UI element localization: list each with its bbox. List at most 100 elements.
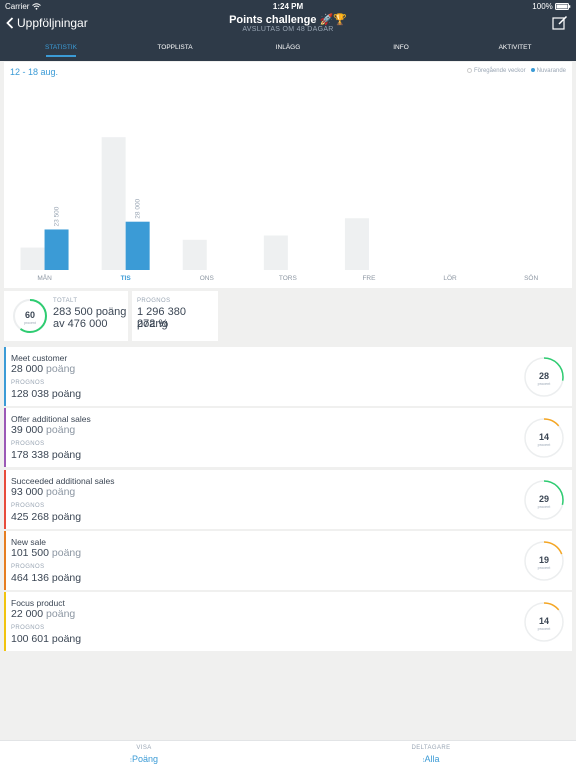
total-value: 283 500 poäng: [53, 306, 127, 318]
metric-value: 28 000 poäng: [11, 363, 76, 375]
metric-percent-label: procent: [538, 382, 552, 386]
tab-topplista[interactable]: TOPPLISTA: [157, 44, 193, 51]
metric-card-meet-customer[interactable]: Meet customer 28 000 poäng PROGNOS 128 0…: [4, 347, 572, 406]
total-percent-label: procent: [24, 321, 36, 325]
legend-dot-previous: [466, 68, 472, 73]
active-tab-indicator: [46, 55, 76, 57]
metric-prognos-value: 100 601 poäng: [11, 633, 82, 645]
nav-header: Carrier 1:24 PM 100% Uppföljningar Point…: [0, 0, 576, 61]
metric-percent-value: 14: [539, 616, 549, 626]
metric-name: Focus product: [11, 598, 65, 608]
ring-progress: [524, 602, 564, 642]
chart-legend: Föregående veckor Nuvarande: [466, 68, 566, 74]
tab-statistik[interactable]: STATISTIK: [45, 44, 77, 51]
ring-progress: [524, 541, 564, 581]
ring-progress: [13, 299, 47, 333]
metric-percent-label: procent: [538, 627, 552, 631]
metric-color-bar: [4, 347, 6, 406]
prognos-value: 1 296 380 poäng: [137, 306, 186, 330]
date-range: 12 - 18 aug.: [10, 67, 59, 77]
bar-previous-2: [182, 239, 207, 270]
bar-value-label-1: 28 000: [135, 198, 142, 218]
bar-chart: 23 500 MÅN 28 000 TIS ONS TORS FRE LÖR SÖN: [20, 137, 538, 282]
tab-info[interactable]: INFO: [393, 44, 409, 51]
metric-prognos-label: PROGNOS: [11, 441, 45, 447]
metric-card-new-sale[interactable]: New sale 101 500 poäng PROGNOS 464 136 p…: [4, 531, 572, 590]
metric-percent-value: 28: [539, 371, 549, 381]
metric-percent-value: 14: [539, 432, 549, 442]
metric-card-succeeded-additional-sales[interactable]: Succeeded additional sales 93 000 poäng …: [4, 470, 572, 529]
x-tick-label-3: TORS: [279, 275, 298, 282]
legend-dot-current: [530, 68, 535, 73]
metric-name: Offer additional sales: [11, 414, 91, 424]
battery-icon: [555, 3, 571, 11]
x-tick-label-1: TIS: [121, 275, 132, 282]
metric-value: 101 500 poäng: [11, 547, 82, 559]
prognos-percent: 272 %: [137, 318, 169, 330]
metric-name: Meet customer: [11, 353, 68, 363]
tab-inlagg[interactable]: INLÄGG: [275, 44, 301, 51]
metric-percent-value: 19: [539, 555, 549, 565]
bar-previous-3: [263, 235, 288, 270]
page-subtitle: AVSLUTAS OM 48 DAGAR: [242, 26, 334, 33]
bar-current-0[interactable]: [44, 229, 69, 270]
battery-status: 100%: [532, 2, 571, 11]
metric-card-focus-product[interactable]: Focus product 22 000 poäng PROGNOS 100 6…: [4, 592, 572, 651]
metric-prognos-value: 178 338 poäng: [11, 449, 82, 461]
metric-prognos-label: PROGNOS: [11, 625, 45, 631]
carrier-label: Carrier: [5, 2, 41, 11]
metric-prognos-label: PROGNOS: [11, 503, 45, 509]
participants-label: DELTAGARE: [411, 745, 451, 751]
bar-value-label-0: 23 500: [54, 206, 61, 226]
clock: 1:24 PM: [272, 2, 304, 11]
total-percent-ring: 60 procent: [13, 299, 47, 333]
tab-aktivitet[interactable]: AKTIVITET: [498, 44, 532, 51]
metric-prognos-label: PROGNOS: [11, 564, 45, 570]
metric-value: 22 000 poäng: [11, 608, 76, 620]
metric-color-bar: [4, 592, 6, 651]
metric-percent-label: procent: [538, 566, 552, 570]
metric-name: Succeeded additional sales: [11, 476, 115, 486]
x-tick-label-0: MÅN: [37, 273, 52, 282]
total-percent-value: 60: [25, 310, 35, 320]
ring-progress: [524, 480, 564, 520]
total-target: av 476 000: [53, 318, 108, 330]
show-label: VISA: [136, 745, 152, 751]
bar-current-1[interactable]: [125, 221, 150, 270]
metric-card-offer-additional-sales[interactable]: Offer additional sales 39 000 poäng PROG…: [4, 408, 572, 467]
page-title: Points challenge 🚀🏆: [229, 14, 347, 26]
edit-icon[interactable]: [552, 15, 568, 31]
bar-previous-1: [101, 137, 126, 270]
wifi-icon: [31, 3, 41, 11]
ring-progress: [524, 357, 564, 397]
total-summary-card: 60 procent TOTALT 283 500 poäng av 476 0…: [4, 291, 128, 341]
metric-color-bar: [4, 531, 6, 590]
metric-prognos-value: 425 268 poäng: [11, 511, 82, 523]
tab-bar: STATISTIK TOPPLISTA INLÄGG INFO AKTIVITE…: [0, 44, 576, 60]
metric-value: 93 000 poäng: [11, 486, 76, 498]
x-tick-label-6: SÖN: [524, 274, 538, 282]
metric-prognos-value: 464 136 poäng: [11, 572, 82, 584]
participants-selector[interactable]: ⁝Alla: [422, 754, 440, 764]
dropdown-caret-icon: ⁝: [130, 758, 132, 764]
metric-percent-label: procent: [538, 505, 552, 509]
metric-value: 39 000 poäng: [11, 424, 76, 436]
metric-prognos-value: 128 038 poäng: [11, 388, 82, 400]
metric-color-bar: [4, 408, 6, 467]
x-tick-label-2: ONS: [200, 275, 215, 282]
metric-percent-value: 29: [539, 494, 549, 504]
legend-previous: Föregående veckor: [466, 68, 526, 74]
back-label: Uppföljningar: [17, 16, 88, 30]
metric-prognos-label: PROGNOS: [11, 380, 45, 386]
bar-previous-4: [344, 218, 369, 270]
x-tick-label-5: LÖR: [443, 274, 457, 282]
show-selector[interactable]: ⁝Poäng: [130, 754, 158, 764]
back-button[interactable]: Uppföljningar: [6, 16, 88, 30]
prognos-summary-card: PROGNOS 1 296 380 poäng 272 %: [132, 291, 218, 341]
dropdown-caret-icon: ⁝: [422, 758, 425, 764]
ring-progress: [524, 418, 564, 458]
